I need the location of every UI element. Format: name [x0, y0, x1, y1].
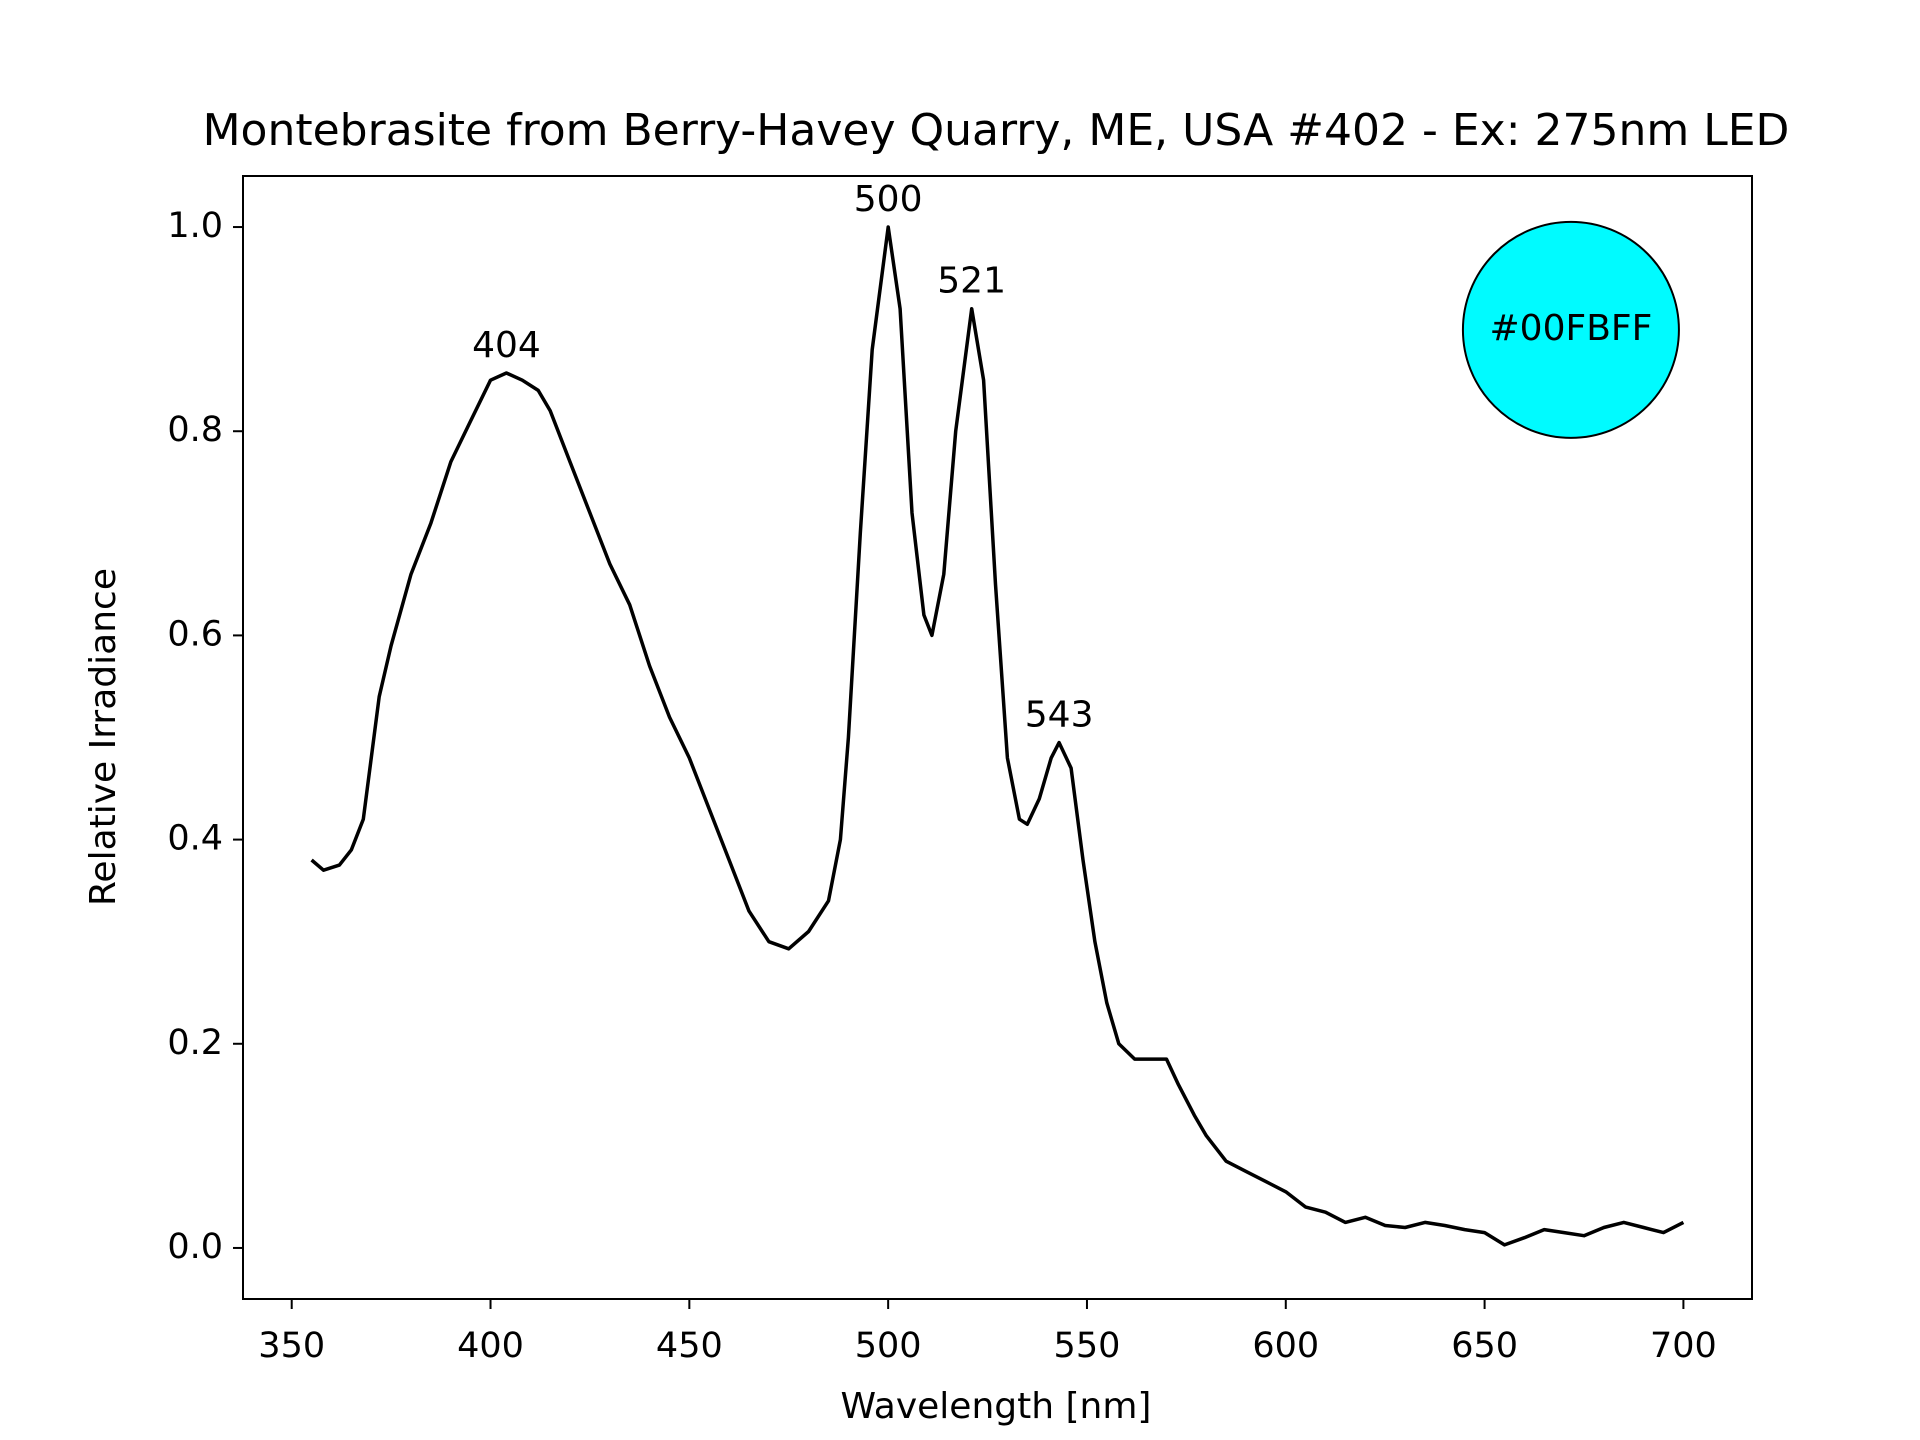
peak-label: 521 [937, 261, 1006, 302]
plot-frame [242, 175, 1753, 1300]
data-line [310, 225, 1685, 1247]
x-tick-label: 600 [1252, 1326, 1319, 1366]
x-tick-label: 700 [1650, 1326, 1717, 1366]
x-tick-label: 400 [457, 1326, 524, 1366]
x-tick-label: 650 [1451, 1326, 1518, 1366]
swatch-label: #00FBFF [1490, 308, 1653, 349]
chart-title: Montebrasite from Berry-Havey Quarry, ME… [203, 105, 1790, 156]
y-tick-label: 0.0 [167, 1227, 223, 1267]
peak-label: 500 [854, 179, 923, 220]
y-tick-label: 0.2 [167, 1023, 223, 1063]
y-tick-label: 0.8 [167, 410, 223, 450]
x-tick-label: 550 [1054, 1326, 1121, 1366]
x-axis-label: Wavelength [nm] [841, 1386, 1152, 1427]
peak-label: 543 [1025, 695, 1094, 736]
y-tick-label: 0.4 [167, 819, 223, 859]
x-tick-label: 500 [855, 1326, 922, 1366]
x-tick-label: 450 [656, 1326, 723, 1366]
peak-label: 404 [472, 325, 541, 366]
y-tick-label: 0.6 [167, 614, 223, 654]
x-tick-label: 350 [258, 1326, 325, 1366]
y-axis-label: Relative Irradiance [83, 568, 124, 906]
color-swatch [1461, 220, 1680, 439]
y-tick-label: 1.0 [167, 206, 223, 246]
